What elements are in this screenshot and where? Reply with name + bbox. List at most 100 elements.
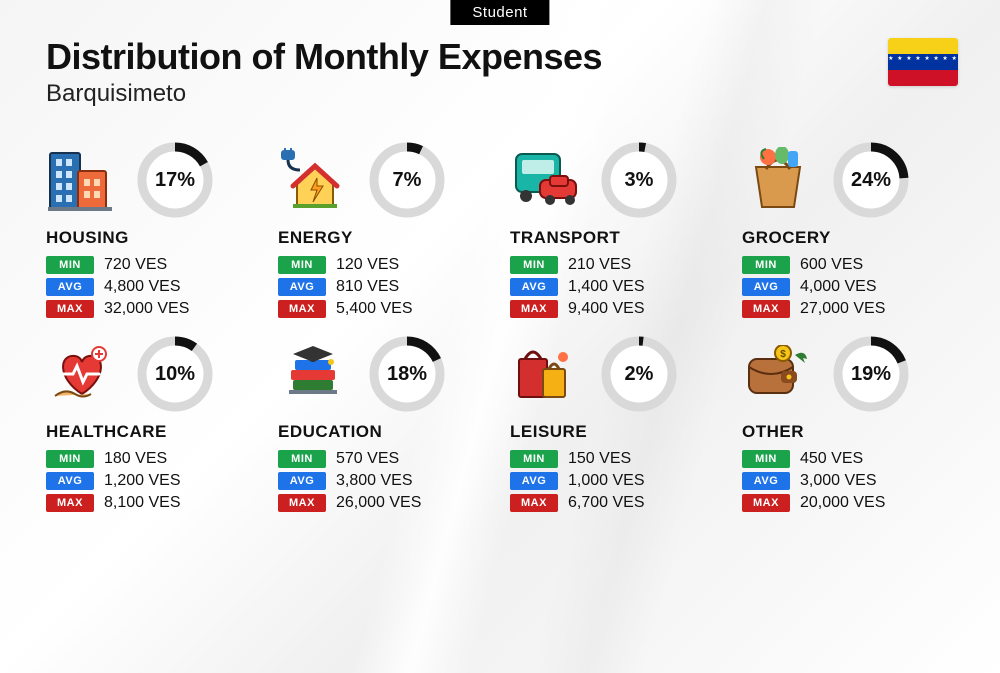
avg-tag: AVG xyxy=(510,472,558,490)
stat-min: MIN 450 VES xyxy=(742,450,954,468)
percentage-value: 18% xyxy=(368,335,446,413)
healthcare-icon xyxy=(46,338,118,410)
percentage-value: 3% xyxy=(600,141,678,219)
page-subtitle: Barquisimeto xyxy=(46,80,954,108)
transport-icon xyxy=(510,144,582,216)
percentage-ring: 17% xyxy=(136,141,214,219)
category-card-education: 18% EDUCATION MIN 570 VES AVG 3,800 VES … xyxy=(278,332,490,512)
flag-stars: ★ ★ ★ ★ ★ ★ ★ ★ xyxy=(888,55,958,62)
stat-max: MAX 8,100 VES xyxy=(46,494,258,512)
avg-value: 3,000 VES xyxy=(800,472,877,490)
category-card-other: $ 19% OTHER MIN 450 VES AVG 3,000 VES xyxy=(742,332,954,512)
avg-value: 1,400 VES xyxy=(568,278,645,296)
flag-stripe-bottom xyxy=(888,70,958,86)
stat-max: MAX 32,000 VES xyxy=(46,300,258,318)
stat-avg: AVG 3,800 VES xyxy=(278,472,490,490)
min-value: 570 VES xyxy=(336,450,399,468)
stat-max: MAX 26,000 VES xyxy=(278,494,490,512)
category-label: ENERGY xyxy=(278,228,490,248)
avg-tag: AVG xyxy=(46,278,94,296)
stat-max: MAX 5,400 VES xyxy=(278,300,490,318)
header: Distribution of Monthly Expenses Barquis… xyxy=(0,0,1000,118)
category-label: TRANSPORT xyxy=(510,228,722,248)
stat-min: MIN 150 VES xyxy=(510,450,722,468)
avg-value: 810 VES xyxy=(336,278,399,296)
max-value: 27,000 VES xyxy=(800,300,885,318)
percentage-ring: 19% xyxy=(832,335,910,413)
stat-max: MAX 27,000 VES xyxy=(742,300,954,318)
min-value: 120 VES xyxy=(336,256,399,274)
max-tag: MAX xyxy=(278,300,326,318)
stat-avg: AVG 3,000 VES xyxy=(742,472,954,490)
avg-value: 1,000 VES xyxy=(568,472,645,490)
max-value: 20,000 VES xyxy=(800,494,885,512)
flag-stripe-top xyxy=(888,38,958,54)
stat-min: MIN 600 VES xyxy=(742,256,954,274)
percentage-ring: 2% xyxy=(600,335,678,413)
avg-tag: AVG xyxy=(278,278,326,296)
stats: MIN 600 VES AVG 4,000 VES MAX 27,000 VES xyxy=(742,256,954,318)
stat-avg: AVG 1,400 VES xyxy=(510,278,722,296)
stats: MIN 720 VES AVG 4,800 VES MAX 32,000 VES xyxy=(46,256,258,318)
percentage-value: 24% xyxy=(832,141,910,219)
min-value: 150 VES xyxy=(568,450,631,468)
stat-avg: AVG 4,800 VES xyxy=(46,278,258,296)
category-card-transport: 3% TRANSPORT MIN 210 VES AVG 1,400 VES M… xyxy=(510,138,722,318)
max-tag: MAX xyxy=(278,494,326,512)
min-tag: MIN xyxy=(742,450,790,468)
max-value: 8,100 VES xyxy=(104,494,181,512)
max-tag: MAX xyxy=(510,494,558,512)
stat-min: MIN 720 VES xyxy=(46,256,258,274)
avg-tag: AVG xyxy=(278,472,326,490)
min-tag: MIN xyxy=(278,450,326,468)
stats: MIN 570 VES AVG 3,800 VES MAX 26,000 VES xyxy=(278,450,490,512)
min-tag: MIN xyxy=(742,256,790,274)
max-tag: MAX xyxy=(46,494,94,512)
avg-tag: AVG xyxy=(46,472,94,490)
energy-icon xyxy=(278,144,350,216)
category-card-grocery: 24% GROCERY MIN 600 VES AVG 4,000 VES MA… xyxy=(742,138,954,318)
min-value: 210 VES xyxy=(568,256,631,274)
stat-max: MAX 6,700 VES xyxy=(510,494,722,512)
min-tag: MIN xyxy=(46,450,94,468)
categories-grid: 17% HOUSING MIN 720 VES AVG 4,800 VES MA… xyxy=(0,118,1000,512)
stats: MIN 120 VES AVG 810 VES MAX 5,400 VES xyxy=(278,256,490,318)
stats: MIN 210 VES AVG 1,400 VES MAX 9,400 VES xyxy=(510,256,722,318)
min-value: 180 VES xyxy=(104,450,167,468)
grocery-icon xyxy=(742,144,814,216)
category-label: EDUCATION xyxy=(278,422,490,442)
max-value: 26,000 VES xyxy=(336,494,421,512)
percentage-value: 10% xyxy=(136,335,214,413)
max-tag: MAX xyxy=(46,300,94,318)
category-card-leisure: 2% LEISURE MIN 150 VES AVG 1,000 VES MAX… xyxy=(510,332,722,512)
avg-value: 3,800 VES xyxy=(336,472,413,490)
percentage-value: 7% xyxy=(368,141,446,219)
category-label: OTHER xyxy=(742,422,954,442)
avg-tag: AVG xyxy=(742,472,790,490)
percentage-ring: 18% xyxy=(368,335,446,413)
percentage-ring: 7% xyxy=(368,141,446,219)
max-value: 9,400 VES xyxy=(568,300,645,318)
stats: MIN 150 VES AVG 1,000 VES MAX 6,700 VES xyxy=(510,450,722,512)
svg-text:$: $ xyxy=(780,349,786,360)
min-value: 600 VES xyxy=(800,256,863,274)
category-label: HEALTHCARE xyxy=(46,422,258,442)
page-title: Distribution of Monthly Expenses xyxy=(46,36,954,78)
avg-value: 4,800 VES xyxy=(104,278,181,296)
max-value: 5,400 VES xyxy=(336,300,413,318)
category-label: GROCERY xyxy=(742,228,954,248)
min-tag: MIN xyxy=(510,450,558,468)
category-label: LEISURE xyxy=(510,422,722,442)
stat-min: MIN 180 VES xyxy=(46,450,258,468)
stat-min: MIN 210 VES xyxy=(510,256,722,274)
max-value: 32,000 VES xyxy=(104,300,189,318)
housing-icon xyxy=(46,144,118,216)
max-tag: MAX xyxy=(742,300,790,318)
percentage-value: 19% xyxy=(832,335,910,413)
education-icon xyxy=(278,338,350,410)
avg-value: 4,000 VES xyxy=(800,278,877,296)
stat-avg: AVG 810 VES xyxy=(278,278,490,296)
stat-min: MIN 570 VES xyxy=(278,450,490,468)
stat-max: MAX 20,000 VES xyxy=(742,494,954,512)
max-tag: MAX xyxy=(742,494,790,512)
